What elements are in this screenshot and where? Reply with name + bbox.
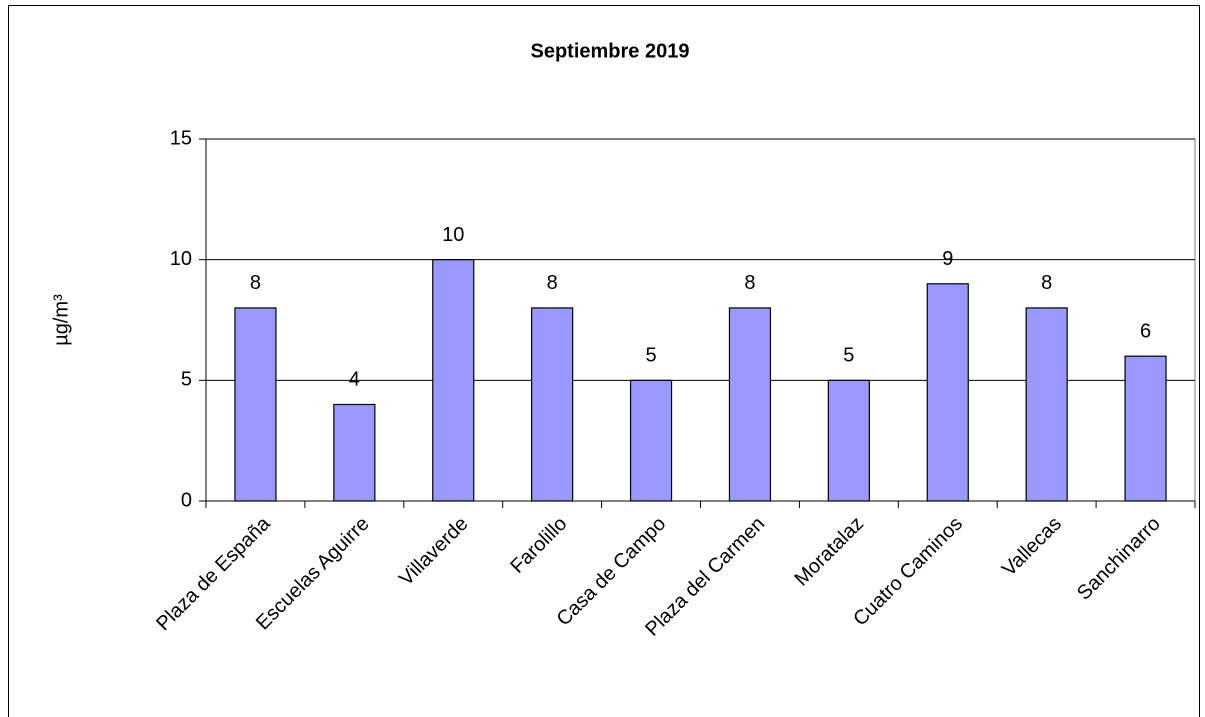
data-label: 10 (442, 224, 464, 246)
x-tick-label: Vallecas (998, 513, 1066, 581)
bar (432, 259, 475, 502)
y-tick-label: 10 (170, 248, 192, 270)
chart-title: Septiembre 2019 (531, 40, 690, 62)
data-label: 4 (349, 369, 360, 391)
bar (728, 307, 772, 502)
x-tick-label: Villaverde (395, 513, 472, 590)
x-tick-label: Moratalaz (790, 513, 868, 591)
bar (629, 379, 673, 502)
bar (234, 307, 277, 502)
x-tick-label: Farolillo (506, 513, 571, 578)
bar (827, 379, 870, 502)
x-tick-label: Cuatro Caminos (849, 513, 967, 631)
data-label: 8 (250, 272, 261, 294)
bar (1025, 307, 1068, 502)
y-axis-label: µg/m³ (50, 294, 72, 346)
y-tick-label: 0 (181, 489, 192, 511)
bar (926, 283, 969, 502)
x-tick-label: Sanchinarro (1073, 513, 1165, 605)
y-tick-label: 15 (170, 127, 192, 149)
y-tick-label: 5 (181, 369, 192, 391)
bar (1124, 355, 1167, 502)
data-label: 5 (843, 345, 854, 367)
data-label: 8 (744, 272, 755, 294)
data-label: 9 (942, 248, 953, 270)
data-label: 6 (1140, 320, 1151, 342)
data-label: 8 (1041, 272, 1052, 294)
data-label: 5 (645, 345, 656, 367)
chart-border (8, 5, 1200, 717)
bar (531, 307, 574, 502)
bar (333, 403, 376, 502)
data-label: 8 (547, 272, 558, 294)
